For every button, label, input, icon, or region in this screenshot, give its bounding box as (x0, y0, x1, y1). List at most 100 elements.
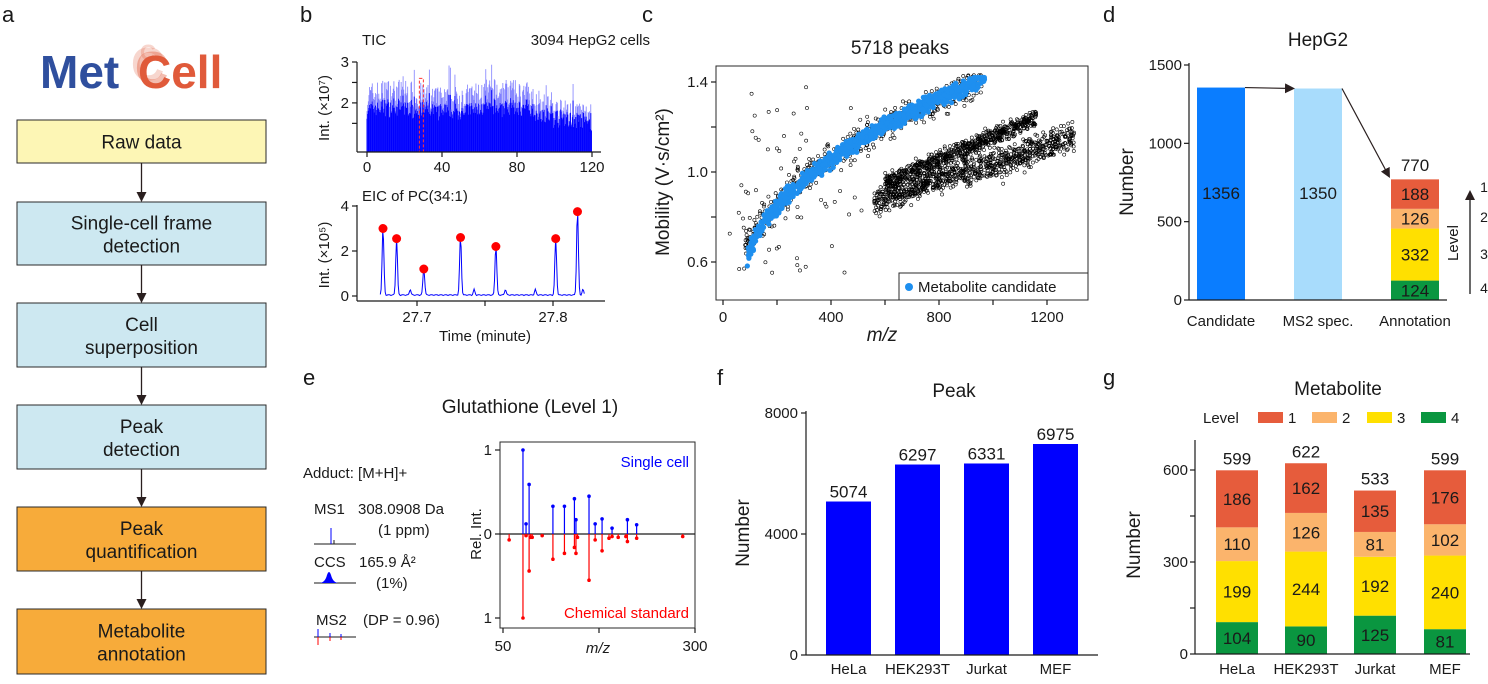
scatter-point (917, 159, 922, 164)
scatter-point (1069, 126, 1074, 130)
scatter-point (808, 161, 812, 166)
scatter-point (899, 202, 904, 207)
scatter-point (755, 214, 760, 219)
scatter-point-candidate (959, 84, 965, 90)
scatter-point-candidate (750, 247, 757, 254)
spectrum-peak-tip (593, 538, 597, 542)
scatter-point-candidate (970, 83, 976, 89)
scatter-point (838, 189, 842, 193)
scatter-point (765, 147, 770, 152)
hepg2-flow-arrow (1244, 83, 1295, 94)
spectrum-peak-tip (624, 534, 628, 539)
scatter-point (905, 192, 910, 197)
scatter-point (973, 138, 978, 143)
scatter-point-candidate (948, 100, 955, 106)
scatter-point (932, 170, 937, 175)
scatter-point (785, 207, 790, 212)
scatter-point (753, 221, 758, 225)
peak-x-tick-label: HEK293T (885, 661, 950, 678)
scatter-point (969, 135, 974, 140)
scatter-point (1044, 139, 1049, 144)
peak-y-axis-title: Number (733, 499, 754, 567)
scatter-point (940, 181, 944, 185)
scatter-point-candidate (905, 114, 911, 121)
scatter-point (1064, 128, 1069, 133)
scatter-point (1058, 143, 1063, 147)
scatter-point (750, 129, 755, 134)
eic-x-axis-title: Time (minute) (439, 328, 531, 345)
scatter-point (795, 205, 800, 209)
ms1-value: 308.0908 Da (358, 501, 445, 518)
spectrum-peak-tip (607, 536, 611, 540)
scatter-point (909, 203, 914, 208)
scatter-point (907, 187, 912, 192)
scatter-point (883, 208, 888, 212)
scatter-point (811, 157, 815, 162)
spectrum-peak-tip (625, 539, 630, 544)
scatter-series-all-peaks (727, 73, 1076, 275)
scatter-point-candidate (956, 96, 962, 102)
scatter-point (926, 152, 931, 157)
eic-y-axis-title: Int. (×10⁵) (316, 222, 333, 289)
spectrum-peak-tip (610, 526, 614, 530)
scatter-point (1022, 163, 1027, 168)
peak-bar (1033, 444, 1078, 655)
scatter-point (1020, 159, 1024, 164)
scatter-point (952, 143, 956, 147)
scatter-point (1043, 147, 1048, 152)
hepg2-annotation-level-1 (1391, 179, 1439, 209)
scatter-point (1069, 141, 1074, 146)
scatter-point (1008, 166, 1013, 171)
spectrum-peak-tip (527, 482, 531, 487)
eic-x-tick-label: 27.8 (538, 309, 567, 326)
metabolite-bar-value: 90 (1297, 631, 1316, 650)
scatter-point (914, 183, 918, 188)
panel-c-scatter: 5718 peaks Metabolite candidate 0.6 1.0 1.4 0… (653, 38, 1089, 346)
metabolite-bar-level-3 (1216, 561, 1258, 623)
scatter-point (775, 108, 780, 113)
scatter-point (1065, 130, 1070, 135)
scatter-point (922, 171, 927, 176)
scatter-point (741, 216, 745, 221)
hepg2-annotation-value: 126 (1401, 210, 1429, 229)
spectrum-peak-tip (616, 535, 620, 540)
scatter-point (890, 133, 895, 138)
scatter-point-candidate (888, 116, 894, 122)
scatter-point (804, 85, 808, 90)
scatter-point (997, 154, 1002, 159)
hepg2-bar-value: 1350 (1299, 184, 1337, 203)
scatter-point (863, 146, 868, 151)
spectrum-peak-tip (625, 517, 630, 522)
scatter-point (880, 190, 885, 195)
scatter-point-candidate (916, 100, 922, 107)
scatter-point-candidate (891, 125, 897, 131)
scatter-point (743, 189, 748, 194)
scatter-point (1001, 119, 1005, 124)
metabolite-bar-level-2 (1424, 524, 1466, 556)
eic-apex-marker (392, 234, 402, 244)
scatter-x-axis-title: m/z (867, 325, 898, 346)
scatter-point (876, 196, 881, 201)
scatter-point (888, 180, 893, 185)
scatter-point (1020, 117, 1025, 122)
peak-x-tick-label: MEF (1040, 661, 1072, 678)
ms2-value: (DP = 0.96) (363, 612, 440, 629)
scatter-point-candidate (877, 128, 883, 134)
scatter-point (917, 192, 922, 197)
scatter-point (1018, 129, 1023, 134)
scatter-point (1012, 122, 1017, 127)
scatter-point (892, 202, 897, 207)
scatter-point (883, 171, 888, 175)
scatter-point (974, 151, 978, 155)
scatter-point (947, 171, 951, 176)
scatter-point (999, 147, 1004, 151)
scatter-point (920, 185, 924, 190)
scatter-point (797, 146, 802, 151)
scatter-point (867, 148, 871, 152)
workflow-box (16, 119, 267, 164)
scatter-point (1006, 153, 1010, 157)
scatter-point (965, 176, 970, 180)
scatter-point (1051, 146, 1056, 151)
scatter-point (968, 98, 973, 103)
